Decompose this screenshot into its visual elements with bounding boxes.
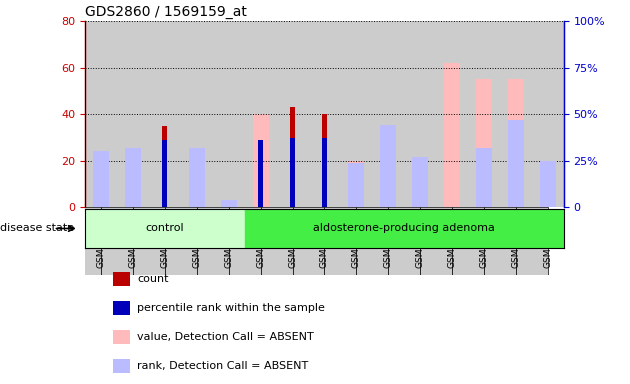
Text: GSM211457: GSM211457	[448, 214, 457, 268]
Bar	[309, 21, 340, 207]
Bar	[412, 157, 428, 207]
Bar	[468, 21, 500, 207]
Bar	[93, 152, 109, 207]
Bar	[516, 207, 548, 275]
Bar	[357, 207, 388, 275]
Bar	[213, 21, 244, 207]
Bar	[113, 273, 130, 286]
Text: rank, Detection Call = ABSENT: rank, Detection Call = ABSENT	[137, 361, 308, 371]
Bar	[292, 207, 324, 275]
Bar	[508, 79, 524, 207]
Bar	[444, 63, 460, 207]
Text: GSM211459: GSM211459	[512, 214, 520, 268]
Text: GSM211454: GSM211454	[352, 214, 361, 268]
Bar	[540, 163, 556, 207]
Bar	[165, 207, 197, 275]
Bar	[348, 163, 364, 207]
Text: GSM211450: GSM211450	[224, 214, 233, 268]
Bar	[324, 207, 357, 275]
Bar	[261, 207, 292, 275]
Bar	[133, 207, 165, 275]
Text: GSM211446: GSM211446	[96, 214, 105, 268]
Text: GSM211447: GSM211447	[129, 214, 137, 268]
Bar	[229, 207, 261, 275]
Text: GSM211448: GSM211448	[161, 214, 169, 268]
Bar	[476, 79, 492, 207]
Bar	[244, 21, 277, 207]
Bar	[163, 140, 167, 207]
Bar	[532, 21, 564, 207]
Bar	[69, 207, 101, 275]
Bar	[404, 21, 436, 207]
Bar	[113, 359, 130, 372]
Bar	[388, 207, 420, 275]
Bar	[476, 148, 492, 207]
Bar	[340, 21, 372, 207]
Bar	[93, 152, 109, 207]
Text: control: control	[146, 223, 184, 233]
Text: GSM211451: GSM211451	[256, 214, 265, 268]
Bar	[101, 207, 133, 275]
Bar	[197, 207, 229, 275]
Bar	[189, 159, 205, 207]
Text: GDS2860 / 1569159_at: GDS2860 / 1569159_at	[85, 5, 247, 19]
Bar	[125, 148, 141, 207]
Text: GSM211449: GSM211449	[192, 214, 201, 268]
Text: GSM211460: GSM211460	[544, 214, 553, 268]
Bar	[452, 207, 484, 275]
Bar	[500, 21, 532, 207]
Text: GSM211452: GSM211452	[288, 214, 297, 268]
Bar	[113, 330, 130, 344]
Bar	[381, 126, 396, 207]
Bar	[113, 301, 130, 315]
Bar	[220, 205, 237, 207]
Bar	[258, 140, 263, 207]
Bar	[163, 126, 167, 207]
Text: disease state: disease state	[0, 223, 74, 233]
Text: value, Detection Call = ABSENT: value, Detection Call = ABSENT	[137, 332, 314, 342]
Bar	[420, 207, 452, 275]
Bar	[85, 21, 117, 207]
Bar	[484, 207, 516, 275]
Bar	[189, 148, 205, 207]
Bar	[149, 21, 181, 207]
Bar	[125, 152, 141, 207]
Bar	[372, 21, 404, 207]
Bar	[540, 161, 556, 207]
Bar	[322, 114, 327, 207]
Text: percentile rank within the sample: percentile rank within the sample	[137, 303, 325, 313]
Text: aldosterone-producing adenoma: aldosterone-producing adenoma	[313, 223, 495, 233]
Bar	[508, 120, 524, 207]
Bar	[348, 161, 364, 207]
Bar	[220, 200, 237, 207]
Text: GSM211458: GSM211458	[479, 214, 488, 268]
Bar	[322, 139, 327, 207]
Text: GSM211453: GSM211453	[320, 214, 329, 268]
Text: GSM211455: GSM211455	[384, 214, 392, 268]
Bar	[277, 21, 309, 207]
Bar	[290, 139, 295, 207]
Bar	[436, 21, 468, 207]
Bar	[253, 114, 268, 207]
Bar	[244, 209, 564, 248]
Bar	[117, 21, 149, 207]
Bar	[290, 107, 295, 207]
Text: count: count	[137, 274, 168, 285]
Bar	[412, 159, 428, 207]
Text: GSM211456: GSM211456	[416, 214, 425, 268]
Bar	[85, 209, 244, 248]
Bar	[181, 21, 213, 207]
